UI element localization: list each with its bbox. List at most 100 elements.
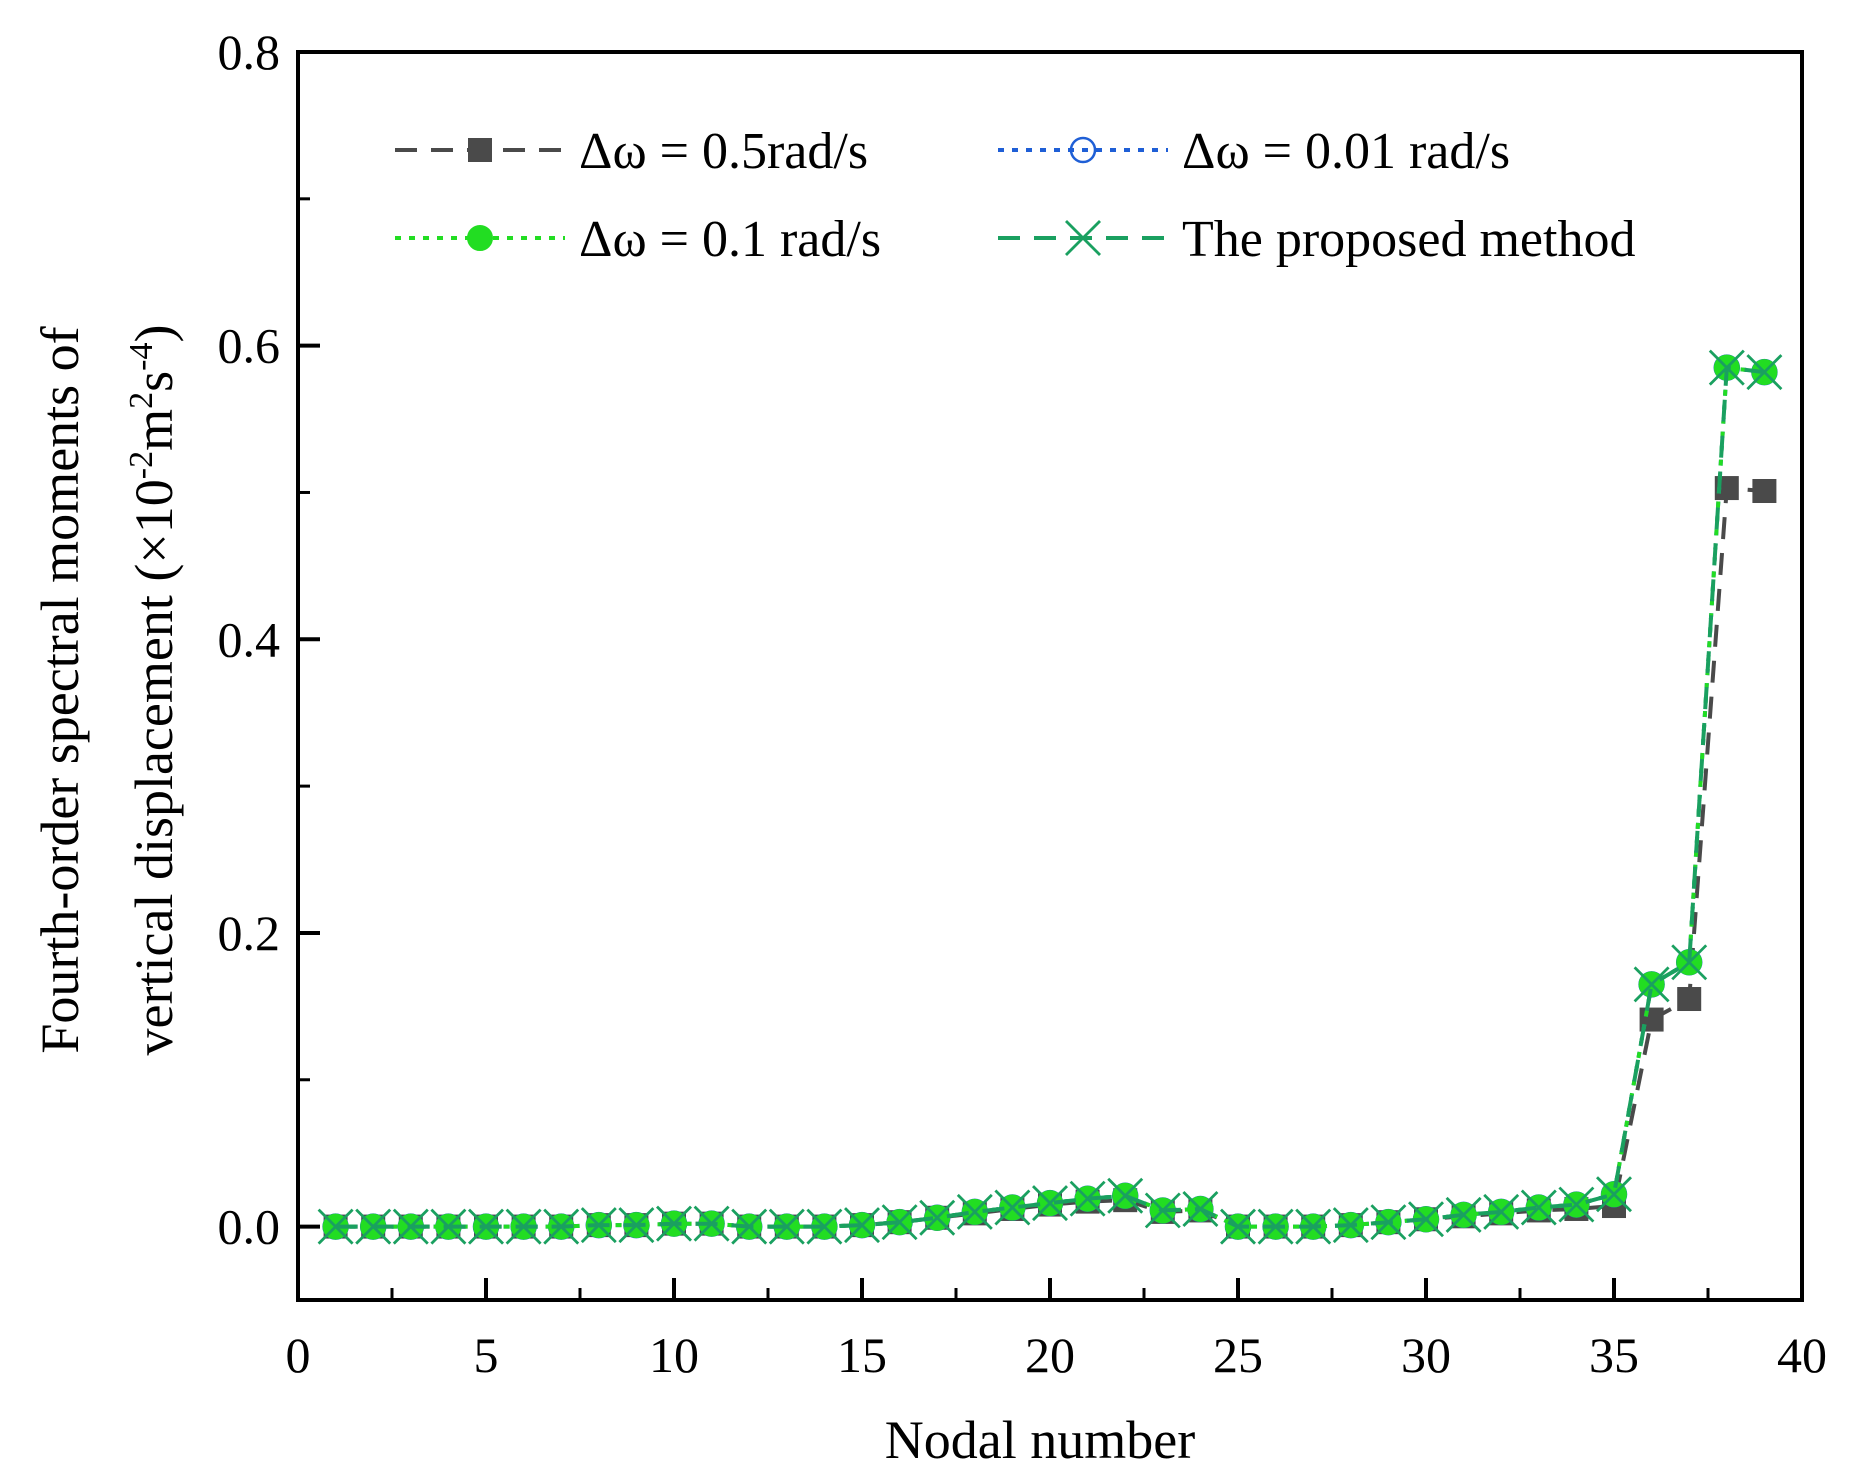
- x-tick-label: 30: [1401, 1327, 1451, 1383]
- legend-item-4: The proposed method: [998, 211, 1635, 268]
- legend-label: Δω = 0.5rad/s: [579, 123, 868, 180]
- x-marker-stroke: [1220, 1208, 1256, 1245]
- x-marker-stroke: [1558, 1186, 1595, 1223]
- x-marker-stroke: [543, 1208, 580, 1245]
- legend-marker: [1065, 220, 1101, 256]
- legend-item-2: Δω = 0.01 rad/s: [998, 123, 1510, 180]
- series-line: [335, 365, 1765, 1229]
- legend-marker: [1069, 136, 1097, 164]
- data-point: [317, 1208, 354, 1245]
- data-point: [505, 1208, 542, 1245]
- data-point: [430, 1208, 467, 1245]
- data-point: [392, 1208, 429, 1245]
- x-marker-stroke: [1445, 1196, 1482, 1233]
- x-marker-stroke: [1182, 1190, 1219, 1227]
- x-tick-label: 20: [1025, 1327, 1075, 1383]
- x-tick-label: 15: [837, 1327, 887, 1383]
- x-marker-stroke: [1295, 1208, 1332, 1245]
- x-marker-stroke: [1257, 1208, 1294, 1245]
- y-axis-title-line2: vertical displacement (×10-2m2s-4): [123, 325, 184, 1056]
- x-axis-title: Nodal number: [885, 1410, 1195, 1470]
- series-layer: [317, 349, 1783, 1245]
- data-point: [731, 1208, 768, 1245]
- x-marker-stroke: [1144, 1192, 1181, 1229]
- x-marker-stroke: [1370, 1204, 1407, 1241]
- y-tick-label: 0.6: [218, 318, 281, 374]
- data-point: [1708, 349, 1745, 386]
- data-point: [1671, 944, 1708, 981]
- x-marker-stroke: [656, 1205, 692, 1242]
- data-point: [1596, 1176, 1632, 1213]
- data-point: [1677, 987, 1702, 1012]
- x-tick-label: 40: [1777, 1327, 1827, 1383]
- x-marker-stroke: [881, 1204, 918, 1241]
- data-point: [1032, 1185, 1068, 1222]
- legend-marker: [468, 138, 492, 162]
- series-2: [322, 354, 1778, 1240]
- legend-label: Δω = 0.1 rad/s: [579, 211, 881, 268]
- y-tick-label: 0.0: [218, 1199, 281, 1255]
- x-marker-stroke: [731, 1208, 768, 1245]
- data-point: [768, 1208, 805, 1245]
- x-marker-stroke: [919, 1199, 956, 1236]
- x-tick-label: 25: [1213, 1327, 1263, 1383]
- x-marker-stroke: [392, 1208, 429, 1245]
- x-marker-stroke: [317, 1208, 354, 1245]
- y-tick-label: 0.4: [218, 611, 281, 667]
- legend-marker: [467, 225, 493, 251]
- data-point: [1370, 1204, 1407, 1241]
- data-point: [1295, 1208, 1332, 1245]
- data-point: [618, 1207, 655, 1244]
- series-1: [323, 476, 1777, 1239]
- plot-frame: [296, 50, 1804, 1302]
- x-marker-stroke: [580, 1207, 617, 1244]
- data-point: [1558, 1186, 1595, 1223]
- x-tick-label: 35: [1589, 1327, 1639, 1383]
- legend-label: The proposed method: [1182, 211, 1635, 268]
- x-marker-stroke: [505, 1208, 542, 1245]
- x-marker-stroke: [1671, 944, 1708, 981]
- y-tick-label: 0.2: [218, 905, 281, 961]
- data-point: [1069, 1180, 1106, 1217]
- data-point: [1182, 1190, 1219, 1227]
- x-marker-stroke: [806, 1208, 843, 1245]
- x-marker-stroke: [1107, 1177, 1144, 1214]
- data-point: [994, 1189, 1031, 1226]
- data-point: [468, 1208, 504, 1245]
- data-point: [1746, 354, 1783, 391]
- x-tick-label: 0: [286, 1327, 311, 1383]
- x-marker-stroke: [1596, 1176, 1632, 1213]
- x-marker-stroke: [1483, 1193, 1520, 1230]
- data-point: [1520, 1189, 1557, 1226]
- legend-item-3: Δω = 0.1 rad/s: [395, 211, 881, 268]
- series-line: [335, 486, 1765, 1229]
- x-marker-stroke: [1408, 1201, 1444, 1238]
- x-marker-stroke: [1065, 220, 1101, 256]
- data-point: [844, 1207, 880, 1244]
- data-point: [1107, 1177, 1144, 1214]
- x-marker-stroke: [618, 1207, 655, 1244]
- data-point: [919, 1199, 956, 1236]
- x-marker-stroke: [1332, 1207, 1369, 1244]
- legend: Δω = 0.5rad/s Δω = 0.01 rad/s Δω = 0.1 rad…: [395, 123, 1635, 268]
- series-line: [335, 365, 1765, 1229]
- y-tick-label: 0.8: [218, 24, 281, 80]
- x-marker-stroke: [430, 1208, 467, 1245]
- x-marker-stroke: [1069, 1180, 1106, 1217]
- data-point: [543, 1208, 580, 1245]
- tick-labels: 0 5 10 15 20 25 30 35 40 0.0 0.2 0.4 0.6 0.8: [218, 24, 1828, 1383]
- data-point: [1257, 1208, 1294, 1245]
- x-marker-stroke: [1520, 1189, 1557, 1226]
- data-point: [1144, 1192, 1181, 1229]
- data-point: [1483, 1193, 1520, 1230]
- data-point: [693, 1205, 730, 1242]
- x-marker-stroke: [1633, 966, 1670, 1003]
- data-point: [1752, 479, 1777, 504]
- data-point: [1332, 1207, 1369, 1244]
- x-marker-stroke: [1032, 1185, 1068, 1222]
- x-marker-stroke: [355, 1208, 392, 1245]
- x-marker-stroke: [956, 1193, 993, 1230]
- x-marker-stroke: [693, 1205, 730, 1242]
- x-marker-stroke: [468, 1208, 504, 1245]
